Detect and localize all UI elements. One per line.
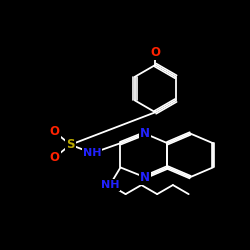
Text: O: O	[150, 46, 160, 59]
Text: N: N	[140, 127, 150, 140]
Text: NH: NH	[100, 180, 119, 190]
Text: NH: NH	[83, 148, 102, 158]
Text: N: N	[140, 171, 150, 184]
Text: O: O	[50, 126, 60, 138]
Text: S: S	[66, 138, 75, 151]
Text: O: O	[50, 151, 60, 164]
